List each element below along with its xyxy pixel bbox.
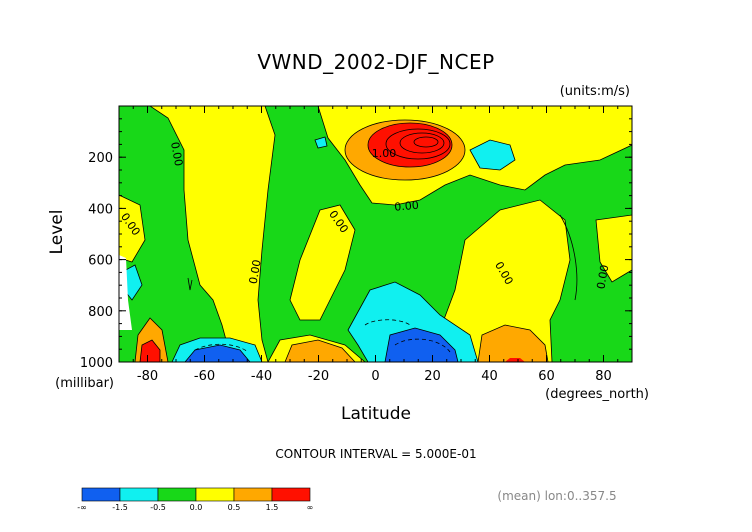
contour-label: 0.00 [394,199,420,214]
colorbar-swatch [81,487,121,502]
colorbar: -∞ -1.5 -0.5 0.0 0.5 1.5 ∞ [77,487,314,512]
units-label: (units:m/s) [560,84,630,99]
field-strongneg-low [384,327,459,362]
colorbar-label: 0.0 [190,503,203,512]
colorbar-swatch [271,487,311,502]
field-strongpos-south [139,339,161,362]
x-tick-label: -80 [137,369,158,384]
contour-interval-text: CONTOUR INTERVAL = 5.000E-01 [275,447,476,461]
y-tick-label: 400 [88,202,113,217]
field-neg-upper [469,139,516,171]
field-neg-small [314,136,328,149]
x-tick-label: 80 [595,369,612,384]
chart-title: VWND_2002-DJF_NCEP [257,50,494,74]
colorbar-label: -1.5 [112,503,128,512]
x-tick-label: 40 [481,369,498,384]
x-axis-ticks: -80 -60 -40 -20 0 20 40 60 80 [137,106,612,384]
colorbar-swatch [233,487,273,502]
x-tick-label: -40 [251,369,272,384]
colorbar-label: -0.5 [150,503,166,512]
plot-area [119,106,632,362]
y-tick-label: 1000 [80,356,113,371]
contour-label: 1.00 [372,147,397,160]
dashed-contours [194,319,451,353]
colorbar-label: -∞ [77,503,87,512]
x-tick-label: -60 [194,369,215,384]
field-pos-mid [289,204,356,321]
field-strongpos-north [505,358,525,362]
footer-text: (mean) lon:0..357.5 [497,489,616,503]
y-axis-ticks: 200 400 600 800 1000 [80,151,632,371]
colorbar-label: 0.5 [228,503,241,512]
x-axis-label: Latitude [341,404,411,424]
y-tick-label: 800 [88,305,113,320]
x-tick-label: -20 [308,369,329,384]
x-tick-label: 20 [424,369,441,384]
x-tick-label: 60 [538,369,555,384]
x-tick-label: 0 [371,369,379,384]
contour-label: 0.00 [247,259,264,285]
colorbar-swatch [119,487,159,502]
colorbar-label: ∞ [307,503,314,512]
colorbar-label: 1.5 [266,503,279,512]
x-units-label: (degrees_north) [545,387,649,402]
field-pos-pole-north [595,214,632,283]
y-tick-label: 200 [88,151,113,166]
jet-contours [385,128,451,160]
y-tick-label: 600 [88,254,113,269]
field-pos-westedge [119,194,146,263]
colorbar-swatch [157,487,197,502]
field-medpos-north [477,324,549,362]
y-axis-label: Level [47,210,67,255]
colorbar-swatch [195,487,235,502]
zero-contours [187,214,578,301]
field-strongneg-south-low [184,344,251,362]
field-medpos-low [284,339,356,362]
contour-label: 0.00 [594,264,611,290]
contour-label: 0.00 [168,141,185,167]
field-pos-south [149,106,276,362]
y-units-label: (millibar) [55,376,114,391]
